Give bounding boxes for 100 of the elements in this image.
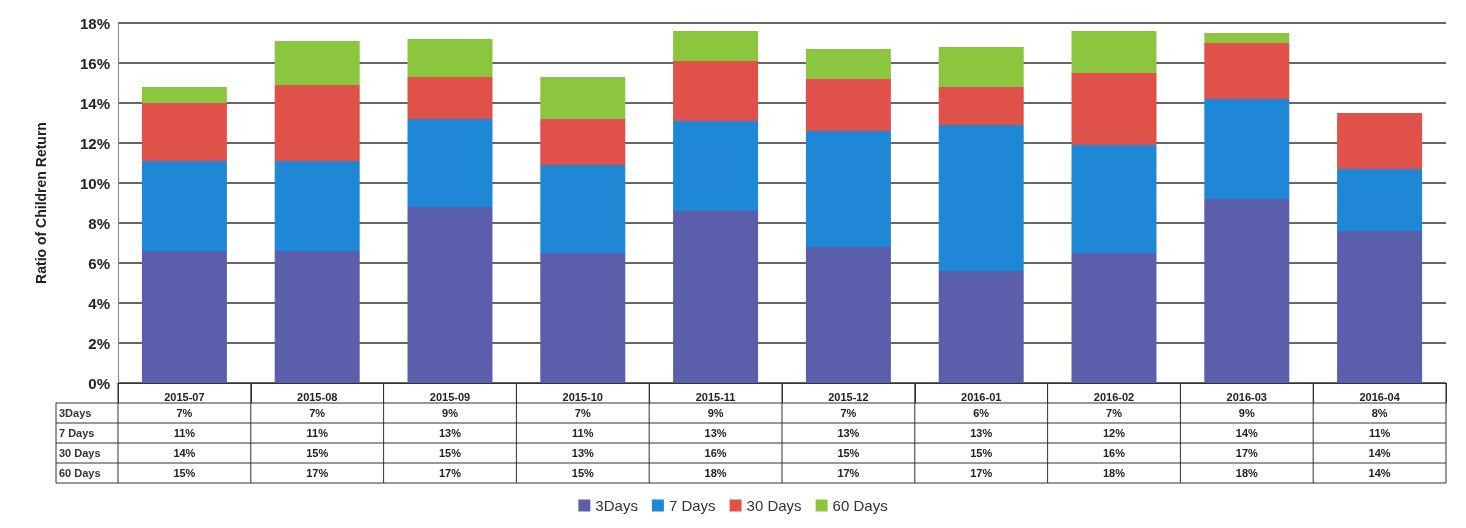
text: 18%: [704, 467, 727, 479]
text: 14%: [1235, 427, 1259, 439]
text: 17%: [837, 467, 860, 479]
bar: [805, 49, 891, 79]
x-tick-label: 2016-03: [1226, 390, 1267, 403]
text: 7%: [176, 407, 193, 419]
text: 17%: [306, 467, 329, 479]
text: 13%: [438, 427, 462, 439]
bar: [274, 251, 360, 383]
text: 15%: [970, 447, 993, 459]
legend-label: 7 Days: [668, 497, 716, 514]
y-tick-label: 14%: [79, 94, 110, 112]
text: 15%: [306, 447, 329, 459]
text: 7%: [840, 407, 857, 419]
text: 9%: [442, 407, 459, 419]
text: 7%: [1106, 407, 1123, 419]
text: 8%: [1371, 407, 1388, 419]
text: 11%: [572, 427, 594, 439]
bar: [1337, 169, 1423, 231]
bar: [805, 79, 891, 131]
x-tick-label: 2015-07: [164, 390, 205, 403]
bar: [938, 47, 1024, 87]
text: 17%: [438, 467, 462, 479]
bar: [274, 161, 360, 251]
legend-label: 30 Days: [746, 497, 802, 514]
x-tick-label: 2015-09: [429, 390, 471, 403]
bar: [407, 207, 493, 383]
text: 60 Days: [59, 466, 101, 479]
y-tick-label: 6%: [88, 254, 110, 272]
bar: [141, 251, 227, 383]
y-tick-label: 0%: [88, 374, 110, 392]
x-tick-label: 2015-12: [828, 390, 869, 403]
text: 12%: [1102, 427, 1126, 439]
text: 14%: [173, 447, 196, 459]
bar: [1204, 33, 1290, 43]
text: 30 Days: [59, 446, 101, 459]
y-tick-label: 12%: [79, 134, 110, 152]
bar: [274, 85, 360, 161]
text: 17%: [1235, 447, 1259, 459]
bar: [141, 87, 227, 103]
text: 9%: [1238, 407, 1255, 419]
bar: [540, 119, 626, 165]
y-tick-label: 2%: [88, 334, 110, 352]
x-tick-label: 2015-08: [297, 390, 338, 403]
bar: [407, 39, 493, 77]
text: 16%: [704, 447, 727, 459]
x-tick-label: 2016-01: [961, 390, 1002, 403]
bar: [274, 41, 360, 85]
text: 13%: [837, 427, 860, 439]
text: 15%: [837, 447, 860, 459]
y-tick-label: 10%: [79, 174, 110, 192]
text: 13%: [970, 427, 993, 439]
text: 7%: [574, 407, 591, 419]
text: 11%: [1368, 427, 1391, 439]
bar: [673, 31, 759, 61]
bar: [141, 103, 227, 161]
text: 14%: [1368, 467, 1391, 479]
bar: [1337, 231, 1423, 383]
bar: [805, 247, 891, 383]
x-tick-label: 2016-02: [1093, 390, 1135, 403]
text: 3Days: [59, 406, 92, 419]
text: 15%: [173, 467, 196, 479]
bar: [673, 121, 759, 211]
bar: [938, 125, 1024, 271]
text: 6%: [973, 407, 990, 419]
y-tick-label: 18%: [79, 14, 110, 32]
text: 16%: [1102, 447, 1126, 459]
text: 9%: [707, 407, 724, 419]
text: 13%: [571, 447, 595, 459]
bar: [407, 77, 493, 119]
bar: [407, 119, 493, 207]
bar: [141, 161, 227, 251]
bar: [938, 271, 1024, 383]
text: 18%: [1235, 467, 1259, 479]
text: 7%: [309, 407, 326, 419]
x-tick-label: 2016-04: [1359, 390, 1401, 403]
text: 18%: [1102, 467, 1126, 479]
text: 14%: [1368, 447, 1391, 459]
legend-label: 60 Days: [832, 497, 888, 514]
bar: [1204, 43, 1290, 99]
text: 11%: [173, 427, 196, 439]
bar: [938, 87, 1024, 125]
y-tick-label: 16%: [79, 54, 110, 72]
bar: [540, 165, 626, 253]
text: 17%: [970, 467, 993, 479]
bar: [1204, 199, 1290, 383]
y-axis-title: Ratio of Children Return: [33, 122, 49, 284]
text: 15%: [571, 467, 595, 479]
bar: [1071, 31, 1157, 73]
bar: [1071, 145, 1157, 253]
bar: [673, 211, 759, 383]
bar: [1204, 99, 1290, 199]
text: 13%: [704, 427, 727, 439]
text: 7 Days: [59, 426, 95, 439]
bar: [805, 131, 891, 247]
bar: [1071, 253, 1157, 383]
bar: [673, 61, 759, 121]
bar: [1337, 113, 1423, 169]
text: 11%: [306, 427, 329, 439]
x-tick-label: 2015-11: [695, 390, 736, 403]
